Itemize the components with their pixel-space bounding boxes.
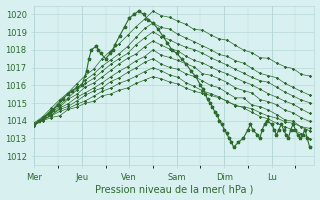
X-axis label: Pression niveau de la mer( hPa ): Pression niveau de la mer( hPa )	[95, 184, 253, 194]
